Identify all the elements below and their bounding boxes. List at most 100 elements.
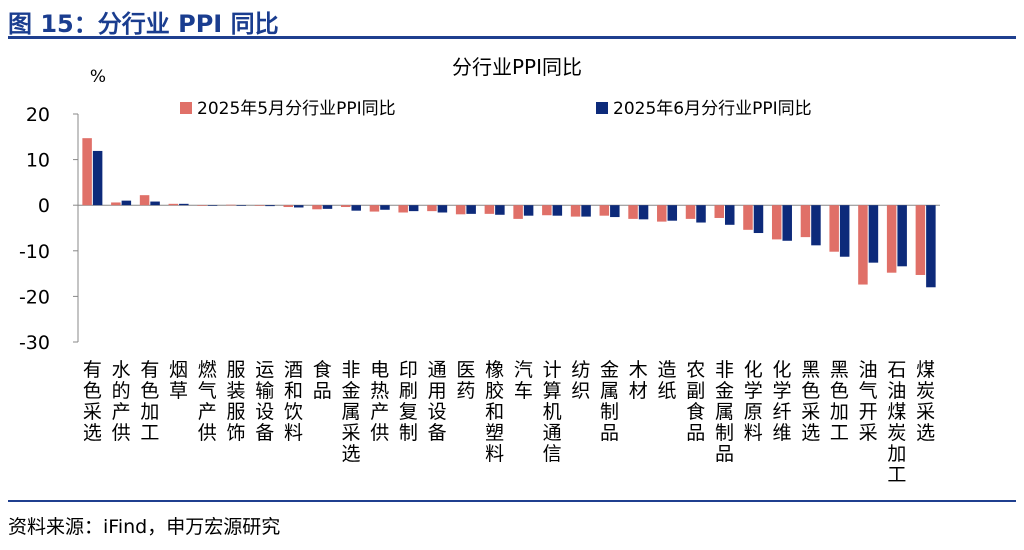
bar-may <box>570 205 581 217</box>
x-tick-label: 纺织 <box>571 359 590 402</box>
bar-may <box>398 205 408 213</box>
y-tick-label: -30 <box>19 332 50 354</box>
bar-may <box>312 205 322 210</box>
bar-may <box>369 205 380 212</box>
bar-may <box>800 205 811 238</box>
y-axis: 20 10 0 -10 -20 -30 <box>19 104 940 354</box>
bar-may <box>829 205 839 252</box>
bar-june <box>696 205 706 223</box>
bar-may <box>484 205 495 214</box>
bar-june <box>121 200 132 206</box>
x-tick-label: 煤炭采选 <box>916 359 935 444</box>
bar-june <box>897 205 907 267</box>
bar-june <box>638 205 649 220</box>
bar-may <box>915 205 926 275</box>
bar-june <box>380 205 390 210</box>
bar-june <box>782 205 792 241</box>
bar-june <box>725 205 735 225</box>
x-tick-label: 酒和饮料 <box>284 359 303 444</box>
x-tick-label: 黑色采选 <box>801 359 820 444</box>
bar-may <box>886 205 897 273</box>
x-tick-label: 水的产供 <box>112 359 131 444</box>
bar-june <box>868 205 879 263</box>
bar-june <box>236 205 247 206</box>
x-tick-label: 木材 <box>629 359 648 402</box>
bar-june <box>294 205 304 208</box>
bar-may <box>340 205 351 208</box>
bar-june <box>437 205 448 213</box>
x-tick-label: 烟草 <box>169 359 188 402</box>
x-tick-label: 农副食品 <box>686 359 705 444</box>
bar-may <box>455 205 466 215</box>
bar-june <box>351 205 361 211</box>
bar-may <box>628 205 638 219</box>
legend-label-june: 2025年6月分行业PPI同比 <box>613 99 812 119</box>
bars <box>82 138 936 288</box>
x-tick-label: 金属制品 <box>600 359 619 444</box>
x-tick-label: 化学原料 <box>744 359 763 444</box>
bar-june <box>466 205 476 214</box>
x-tick-label: 燃气产供 <box>198 359 217 444</box>
bar-may <box>599 205 610 216</box>
x-tick-label: 橡胶和塑料 <box>485 359 504 465</box>
chart-title: 分行业PPI同比 <box>452 55 582 79</box>
bar-june <box>150 201 160 206</box>
x-tick-label: 电热产供 <box>370 359 389 444</box>
bar-may <box>139 195 150 206</box>
bar-june <box>495 205 505 215</box>
x-tick-label: 造纸 <box>658 359 677 402</box>
bar-june <box>179 203 189 206</box>
y-tick-label: 10 <box>26 150 50 172</box>
bar-may <box>542 205 552 216</box>
x-tick-label: 有色加工 <box>140 359 159 444</box>
bar-may <box>197 205 207 206</box>
bar-june <box>92 150 103 206</box>
bar-may <box>743 205 753 230</box>
bar-may <box>254 205 265 206</box>
x-tick-label: 非金属制品 <box>715 359 734 465</box>
x-tick-label: 油气开采 <box>859 359 878 444</box>
source-note: 资料来源：iFind，申万宏源研究 <box>8 516 281 538</box>
x-axis-labels: 有色采选水的产供有色加工烟草燃气产供服装服饰运输设备酒和饮料食品非金属采选电热产… <box>83 359 935 486</box>
bar-june <box>552 205 563 216</box>
bar-may <box>82 138 92 206</box>
y-tick-label: 20 <box>26 104 50 126</box>
bar-june <box>322 205 333 209</box>
x-tick-label: 有色采选 <box>83 359 102 444</box>
ppi-bar-chart: 分行业PPI同比 % 2025年5月分行业PPI同比 2025年6月分行业PPI… <box>19 55 940 486</box>
bar-may <box>714 205 724 218</box>
bar-june <box>753 205 764 234</box>
legend-swatch-june <box>596 102 608 114</box>
x-tick-label: 印刷复制 <box>399 359 418 444</box>
x-tick-label: 石油煤炭加工 <box>887 359 906 486</box>
legend-swatch-may <box>180 102 192 114</box>
x-tick-label: 黑色加工 <box>830 359 849 444</box>
x-tick-label: 运输设备 <box>255 359 274 444</box>
bar-june <box>523 205 534 216</box>
bar-june <box>207 205 218 206</box>
x-tick-label: 医药 <box>456 359 475 402</box>
legend-label-may: 2025年5月分行业PPI同比 <box>197 99 396 119</box>
x-tick-label: 化学纤维 <box>772 359 791 444</box>
y-tick-label: -10 <box>19 241 50 263</box>
bar-may <box>771 205 782 240</box>
bar-may <box>168 203 179 206</box>
bar-may <box>226 204 236 206</box>
bar-june <box>839 205 850 257</box>
title-rule <box>8 36 1016 39</box>
bar-may <box>427 205 437 212</box>
x-tick-label: 汽车 <box>514 359 533 402</box>
bar-june <box>408 205 419 212</box>
bar-may <box>657 205 667 222</box>
y-tick-label: -20 <box>19 286 50 308</box>
bar-may <box>111 202 121 206</box>
figure-title: 图 15：分行业 PPI 同比 <box>8 10 279 38</box>
bar-june <box>610 205 620 218</box>
footer-rule <box>8 500 1016 502</box>
y-tick-label: 0 <box>38 195 50 217</box>
x-tick-label: 食品 <box>313 359 332 402</box>
x-tick-label: 非金属采选 <box>341 359 360 465</box>
bar-may <box>283 205 293 208</box>
x-tick-label: 计算机通信 <box>543 359 562 465</box>
bar-may <box>685 205 696 219</box>
